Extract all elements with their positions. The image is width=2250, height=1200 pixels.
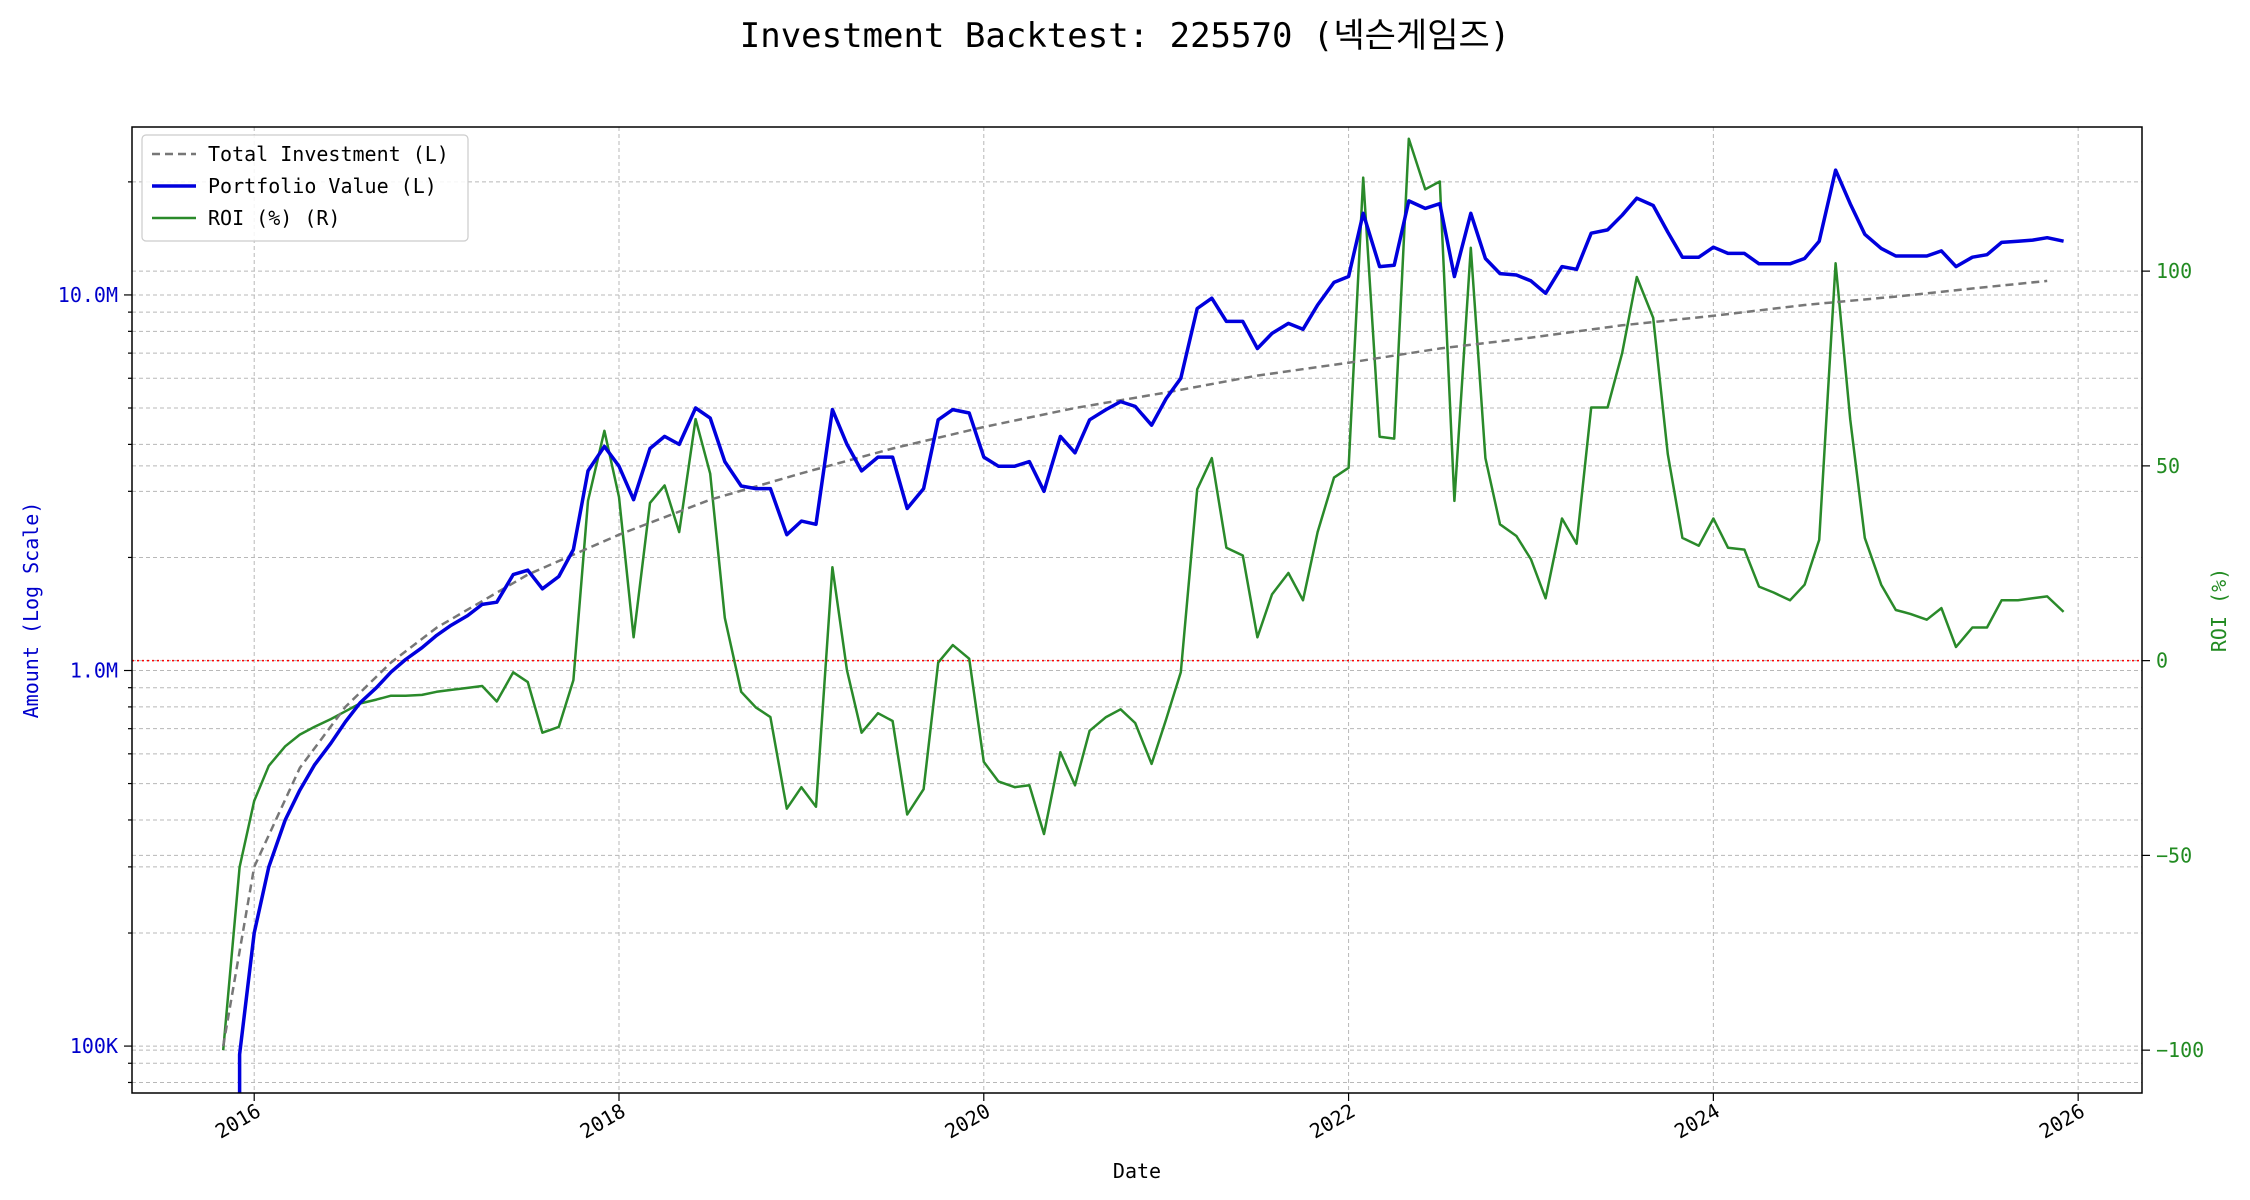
x-axis-ticks: 2016 2018 2020 2022 2024 2026: [211, 1093, 2089, 1143]
total-investment-line: [221, 279, 2048, 1047]
left-axis-label: Amount (Log Scale): [19, 502, 43, 719]
series-lines: [221, 137, 2065, 1093]
legend-box: [141, 134, 469, 242]
right-tick-label: 50: [2156, 454, 2180, 478]
x-tick-label: 2024: [1670, 1099, 1724, 1144]
left-tick-label: 10.0M: [58, 283, 118, 307]
x-tick-label: 2018: [576, 1099, 630, 1144]
x-axis-label: Date: [1113, 1159, 1161, 1183]
legend: Total Investment (L) Portfolio Value (L)…: [141, 134, 469, 242]
legend-label-portfolio-value: Portfolio Value (L): [208, 174, 437, 198]
right-tick-label: −100: [2156, 1038, 2204, 1062]
x-tick-label: 2016: [211, 1099, 265, 1144]
legend-label-roi: ROI (%) (R): [208, 206, 340, 230]
right-tick-label: 0: [2156, 649, 2168, 673]
right-axis-ticks: −100 −50 0 50 100: [2142, 259, 2204, 1062]
plot-frame: [131, 126, 2143, 1094]
x-tick-label: 2026: [2035, 1099, 2089, 1144]
portfolio-value-line: [237, 168, 2064, 1093]
chart-title: Investment Backtest: 225570 (넥슨게임즈): [740, 16, 1511, 56]
legend-label-total-investment: Total Investment (L): [208, 142, 449, 166]
left-tick-label: 1.0M: [70, 659, 118, 683]
grid-lines: [132, 127, 2142, 1093]
roi-line: [221, 137, 2065, 1051]
left-axis-ticks: 100K 1.0M 10.0M: [58, 181, 132, 1084]
left-tick-label: 100K: [70, 1034, 118, 1058]
right-axis-label: ROI (%): [2207, 568, 2231, 652]
right-tick-label: 100: [2156, 259, 2192, 283]
x-tick-label: 2020: [941, 1099, 995, 1144]
x-tick-label: 2022: [1305, 1099, 1359, 1144]
right-tick-label: −50: [2156, 843, 2192, 867]
